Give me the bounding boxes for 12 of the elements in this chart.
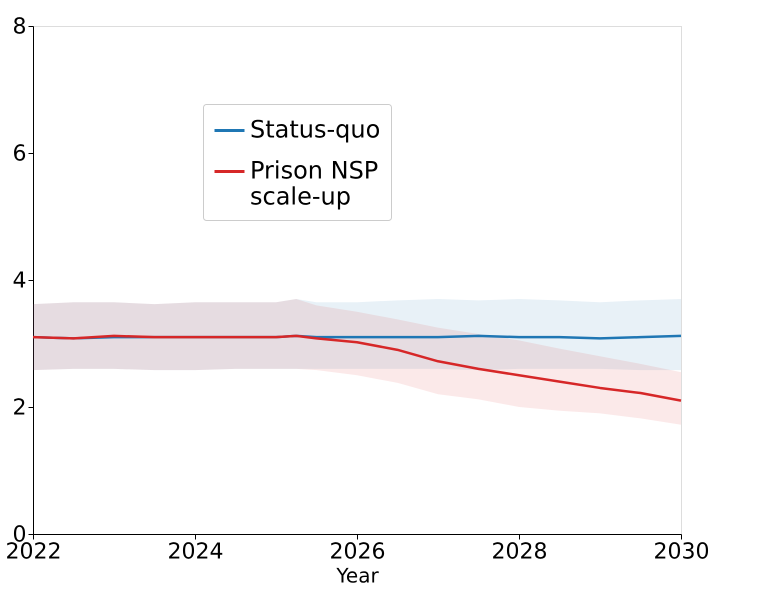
legend-label: Status-quo <box>250 116 380 144</box>
x-tick-label: 2026 <box>330 540 386 564</box>
x-tick-label: 2028 <box>492 540 548 564</box>
x-tick-label: 2030 <box>654 540 710 564</box>
x-axis-title: Year <box>335 564 380 588</box>
line-series <box>32 334 682 402</box>
y-tick-label: 6 <box>12 142 26 166</box>
x-tick-label: 2024 <box>168 540 224 564</box>
y-tick-label: 2 <box>12 396 26 420</box>
y-tick-label: 4 <box>12 268 26 294</box>
y-tick-label: 8 <box>12 14 26 40</box>
legend-label: Prison NSP scale-up <box>250 156 378 210</box>
